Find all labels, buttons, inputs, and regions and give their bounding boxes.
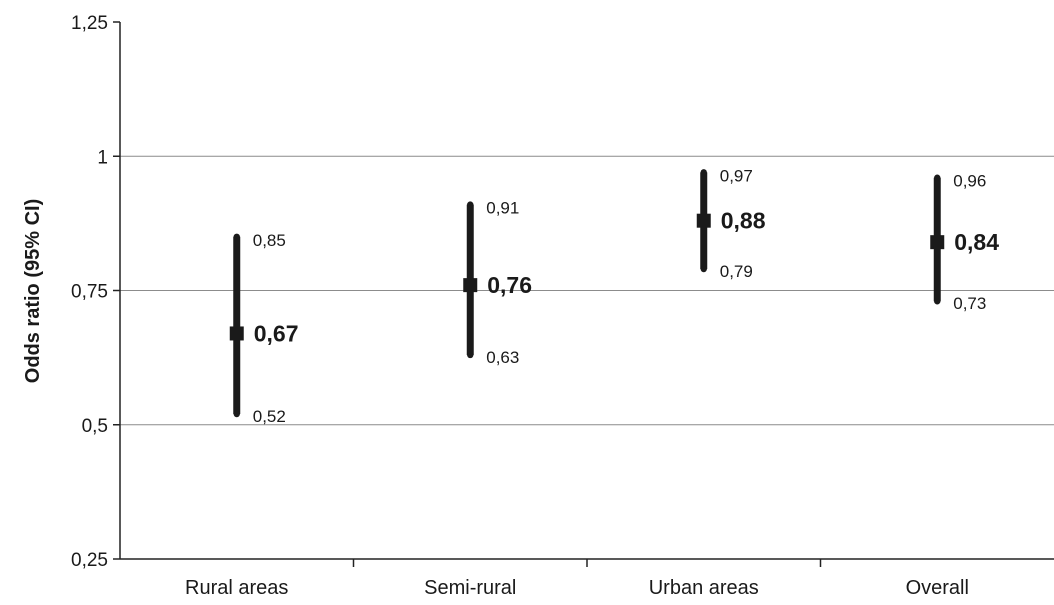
ci-upper-label: 0,85 bbox=[253, 231, 286, 250]
ci-lower-label: 0,63 bbox=[486, 348, 519, 367]
ci-point-group: 0,96 0,73 0,84 bbox=[930, 172, 999, 313]
x-category-label: Urban areas bbox=[649, 577, 759, 599]
ci-upper-label: 0,96 bbox=[953, 172, 986, 191]
estimate-marker bbox=[463, 278, 478, 293]
ci-lower-cap bbox=[233, 410, 240, 418]
estimate-marker bbox=[229, 326, 244, 341]
y-tick-label: 0,75 bbox=[71, 282, 108, 303]
x-category-labels: Rural areas Semi-rural Urban areas Overall bbox=[185, 577, 969, 599]
y-tick-label: 1 bbox=[97, 147, 108, 168]
ci-point-group: 0,91 0,63 0,76 bbox=[463, 199, 532, 367]
y-tick-label: 0,25 bbox=[71, 550, 108, 571]
ci-upper-cap bbox=[467, 201, 474, 208]
data-marks: 0,85 0,52 0,67 0,91 0,63 0,76 0,97 0,79 0,88 0,96… bbox=[229, 166, 999, 426]
y-axis-label: Odds ratio (95% CI) bbox=[22, 199, 44, 383]
y-tick-labels: 0,25 0,5 0,75 1 1,25 bbox=[71, 13, 108, 571]
ci-upper-cap bbox=[233, 233, 240, 240]
estimate-marker bbox=[696, 213, 711, 228]
axes bbox=[113, 21, 1054, 567]
estimate-marker bbox=[930, 235, 945, 250]
ci-lower-cap bbox=[700, 265, 707, 273]
x-category-label: Overall bbox=[906, 577, 969, 599]
ci-lower-label: 0,73 bbox=[953, 294, 986, 313]
ci-upper-cap bbox=[934, 174, 941, 181]
ci-upper-label: 0,91 bbox=[486, 199, 519, 218]
ci-upper-label: 0,97 bbox=[720, 166, 753, 185]
y-tick-label: 0,5 bbox=[82, 416, 108, 437]
estimate-label: 0,88 bbox=[721, 208, 766, 234]
gridlines bbox=[120, 155, 1054, 426]
y-tick-label: 1,25 bbox=[71, 13, 108, 34]
estimate-label: 0,67 bbox=[254, 320, 299, 346]
estimate-label: 0,84 bbox=[954, 229, 999, 255]
ci-lower-cap bbox=[934, 298, 941, 305]
ci-upper-cap bbox=[700, 169, 707, 176]
estimate-label: 0,76 bbox=[487, 272, 532, 298]
ci-point-group: 0,97 0,79 0,88 bbox=[696, 166, 766, 281]
ci-lower-cap bbox=[467, 351, 474, 359]
x-category-label: Semi-rural bbox=[424, 577, 516, 599]
ci-point-group: 0,85 0,52 0,67 bbox=[229, 231, 299, 426]
ci-lower-label: 0,52 bbox=[253, 407, 286, 426]
x-category-label: Rural areas bbox=[185, 577, 288, 599]
ci-lower-label: 0,79 bbox=[720, 262, 753, 281]
